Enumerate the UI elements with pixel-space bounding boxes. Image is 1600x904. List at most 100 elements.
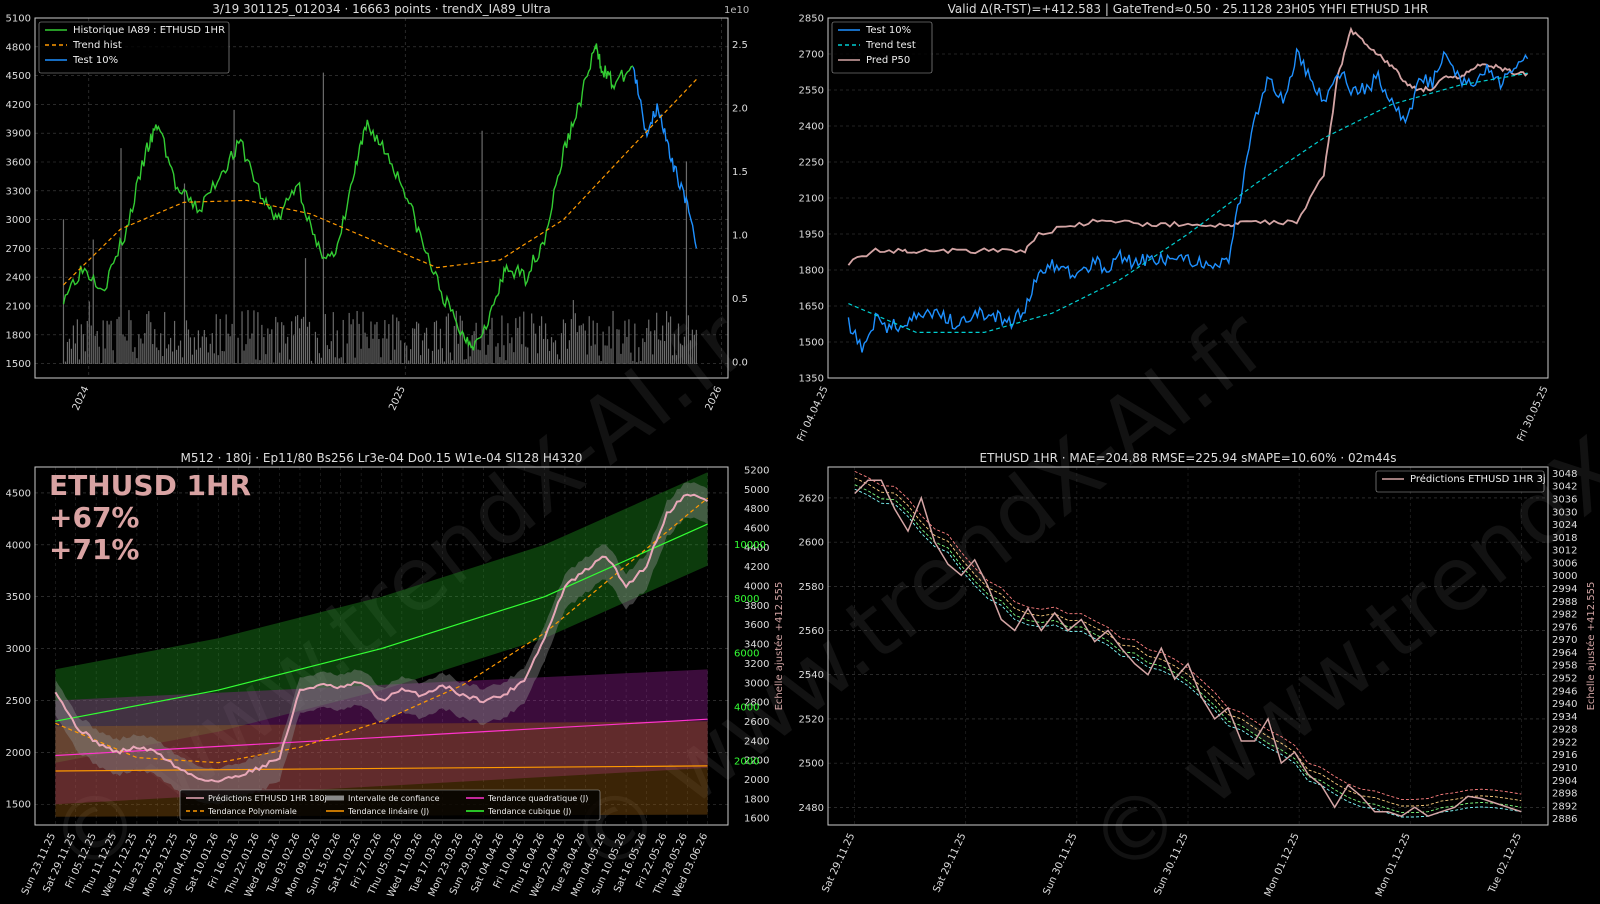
panel1-x-tick-label: 2025 <box>387 385 408 413</box>
panel1-tick-label: 5100 <box>6 14 31 25</box>
panel1-tick-label: 2400 <box>6 273 31 284</box>
panel3-series-linear <box>55 765 708 772</box>
panel4-tick-label: 2560 <box>799 626 824 637</box>
panel2-tick-label: 1650 <box>799 302 824 313</box>
panel2-x-tick-label: Fri 04.04.25 <box>796 385 831 444</box>
panel2-series-test <box>847 47 1529 353</box>
panel4-y2-tick-label: 2946 <box>1552 686 1577 697</box>
panel4-tick-label: 2600 <box>799 538 824 549</box>
panel4-legend-label: Prédictions ETHUSD 1HR 3j <box>1410 473 1546 485</box>
panel3-legend-label: Intervalle de confiance <box>348 794 440 803</box>
panel4-x-tick-label: Sat 29.11.25 <box>931 832 968 895</box>
panel3-series-cubic <box>55 523 708 722</box>
panel4-y2-tick-label: 3030 <box>1552 507 1577 518</box>
panel2-tick-label: 1800 <box>799 266 824 277</box>
panel4-x-tick-label: Sun 30.11.25 <box>1041 832 1079 897</box>
panel4-y2-tick-label: 2922 <box>1552 737 1577 748</box>
panel2-frame <box>827 17 1549 379</box>
panel2-tick-label: 1500 <box>799 338 824 349</box>
panel3-legend-label: Prédictions ETHUSD 1HR 180j <box>208 793 327 803</box>
panel3-y2-tick-label: 4200 <box>744 562 769 573</box>
panel4-y2-tick-label: 3018 <box>1552 533 1577 544</box>
panel3-y2-tick-label: 3600 <box>744 620 769 631</box>
panel4-y2-tick-label: 2964 <box>1552 648 1577 659</box>
panel4-tick-label: 2580 <box>799 582 824 593</box>
panel2-series-pred <box>847 26 1529 266</box>
panel3-legend-label: Tendance quadratique (J) <box>487 794 588 803</box>
panel3-tick-label: 4000 <box>6 540 31 551</box>
panel1-tick-label: 3900 <box>6 129 31 140</box>
panel1-series-historique <box>62 43 634 351</box>
panel4-y2-tick-label: 2970 <box>1552 635 1577 646</box>
panel3-title: M512 · 180j · Ep11/80 Bs256 Lr3e-04 Do0.… <box>181 451 583 465</box>
panel4-y2-tick-label: 2892 <box>1552 801 1577 812</box>
panel4-y2-tick-label: 2952 <box>1552 673 1577 684</box>
panel1-tick-label: 3600 <box>6 158 31 169</box>
panel4-y2-tick-label: 2916 <box>1552 750 1577 761</box>
panel1-y2-tick-label: 1.5 <box>732 167 748 178</box>
panel2-legend-label: Trend test <box>865 40 916 51</box>
panel3-y3-tick-label: 6000 <box>734 648 759 659</box>
panel2-legend-label: Pred P50 <box>866 55 910 66</box>
panel3-y2-tick-label: 4600 <box>744 523 769 534</box>
panel1-tick-label: 2700 <box>6 244 31 255</box>
panel2-legend-label: Test 10% <box>865 25 911 36</box>
panel4-y2-tick-label: 3042 <box>1552 482 1577 493</box>
panel2-tick-label: 2250 <box>799 158 824 169</box>
panel1-tick-label: 3300 <box>6 186 31 197</box>
panel3-frame <box>34 466 729 826</box>
panel4-y2-tick-label: 3024 <box>1552 520 1577 531</box>
panel4-y2-tick-label: 2934 <box>1552 712 1577 723</box>
panel2-tick-label: 2100 <box>799 194 824 205</box>
panel4-y2-tick-label: 3036 <box>1552 494 1577 505</box>
panel4-tick-label: 2620 <box>799 493 824 504</box>
panel1-tick-label: 4800 <box>6 42 31 53</box>
panel1-frame <box>34 17 729 379</box>
panel2-title: Valid Δ(R-TST)=+412.583 | GateTrend≈0.50… <box>948 2 1429 16</box>
panel1-legend-label: Test 10% <box>72 55 118 66</box>
panel4-x-tick-label: Mon 01.12.25 <box>1263 832 1302 899</box>
panel2-tick-label: 2400 <box>799 122 824 133</box>
panel3-y2-tick-label: 2000 <box>744 775 769 786</box>
panel3-legend-box <box>179 789 601 821</box>
panel1-tick-label: 1800 <box>6 330 31 341</box>
panel4-x-tick-label: Mon 01.12.25 <box>1374 832 1413 899</box>
panel2-tick-label: 2550 <box>799 86 824 97</box>
panel1-series-trend <box>63 78 697 286</box>
panel4-y2-tick-label: 2928 <box>1552 725 1577 736</box>
panel4-y2-tick-label: 2910 <box>1552 763 1577 774</box>
panel4-tick-label: 2520 <box>799 714 824 725</box>
panel4-frame <box>827 466 1549 826</box>
panel4-tick-label: 2480 <box>799 803 824 814</box>
panel3-tick-label: 4500 <box>6 488 31 499</box>
panel2-tick-label: 2700 <box>799 50 824 61</box>
panel1-tick-label: 2100 <box>6 302 31 313</box>
panel4-tick-label: 2540 <box>799 670 824 681</box>
panel1-y2-tick-label: 2.0 <box>732 104 748 115</box>
panel2-tick-label: 2850 <box>799 14 824 25</box>
panel4-quantile-line-1 <box>854 477 1522 807</box>
panel3-tick-label: 3000 <box>6 644 31 655</box>
panel2-tick-label: 1950 <box>799 230 824 241</box>
panel1-legend-label: Trend hist <box>72 40 122 51</box>
panel4-y2-label: Echelle ajustée +412.555 <box>1585 582 1597 711</box>
panel4-y2-tick-label: 2976 <box>1552 622 1577 633</box>
panel3-y3-tick-label: 10000 <box>734 540 766 551</box>
panel3-y2-tick-label: 3800 <box>744 601 769 612</box>
panel4-y2-tick-label: 3048 <box>1552 469 1577 480</box>
panel3-tick-label: 2000 <box>6 748 31 759</box>
panel3-legend-label: Tendance linéaire (J) <box>347 806 429 816</box>
panel3-y3-tick-label: 8000 <box>734 594 759 605</box>
panel1-y2-tick-label: 1.0 <box>732 231 748 242</box>
panel1-y2-tick-label: 2.5 <box>732 40 748 51</box>
panel1-tick-label: 4500 <box>6 71 31 82</box>
panel3-y3-tick-label: 2000 <box>734 756 759 767</box>
panel3-y2-tick-label: 2600 <box>744 717 769 728</box>
panel4-y2-tick-label: 3000 <box>1552 571 1577 582</box>
panel4-quantile-line-0 <box>854 470 1522 800</box>
panel3-y2-tick-label: 1600 <box>744 814 769 825</box>
panel3-y2-tick-label: 5000 <box>744 485 769 496</box>
panel3-series-quad <box>55 718 708 757</box>
panel2-tick-label: 1350 <box>799 374 824 385</box>
